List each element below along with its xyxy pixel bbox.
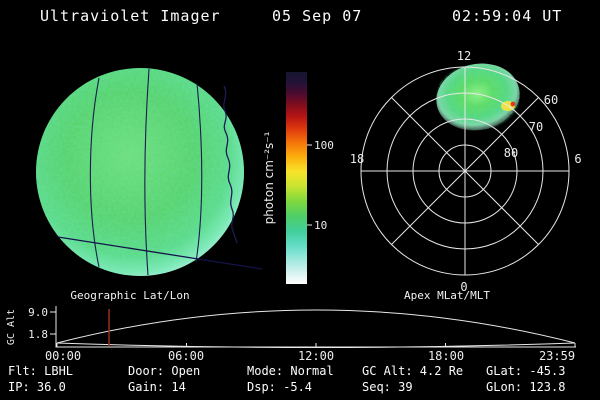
colorbar-gradient: [286, 72, 307, 284]
terminator-line: [57, 236, 263, 270]
polar-caption: Apex MLat/MLT: [404, 289, 490, 302]
disk-caption: Geographic Lat/Lon: [70, 289, 189, 302]
gcalt-ylabel: GC Alt: [6, 309, 17, 345]
bright-spot-red: [510, 101, 516, 107]
app-title: Ultraviolet Imager: [40, 7, 221, 25]
auroral-blob: [436, 63, 520, 131]
polar-grid: [360, 66, 570, 276]
ytick-label-9: 9.0: [28, 306, 48, 319]
xticks: [56, 343, 576, 347]
xtick-label-0000: 00:00: [45, 349, 81, 363]
status-gain: Gain: 14: [128, 380, 186, 394]
colorbar-tick-label-100: 100: [314, 139, 334, 152]
polar-panel: 12 18 6 0 60 70 80: [350, 49, 582, 294]
xtick-label-1800: 18:00: [428, 349, 464, 363]
xtick-label-0600: 06:00: [168, 349, 204, 363]
geographic-grid-lines: [89, 68, 203, 276]
status-ip: IP: 36.0: [8, 380, 66, 394]
colorbar-tick-label-10: 10: [314, 219, 327, 232]
meridian-line: [89, 77, 100, 268]
mlat-label-70: 70: [529, 120, 543, 134]
meridian-line: [144, 68, 150, 276]
status-gcalt: GC Alt: 4.2 Re: [362, 364, 464, 378]
xtick-label-2359: 23:59: [539, 349, 575, 363]
header-date: 05 Sep 07: [272, 7, 363, 25]
meridian-line: [195, 82, 203, 263]
uv-earth-disk: [36, 68, 244, 276]
coastline: [223, 85, 238, 244]
status-flt: Flt: LBHL: [8, 364, 74, 378]
status-glat: GLat: -45.3: [486, 364, 566, 378]
status-door: Door: Open: [128, 364, 201, 378]
mlt-label-0: 0: [460, 280, 467, 294]
ytick-label-1.8: 1.8: [28, 328, 48, 341]
status-glon: GLon: 123.8: [486, 380, 566, 394]
mlat-label-60: 60: [544, 93, 558, 107]
gcalt-panel: GC Alt 9.0 1.8 00:00 06:00 12:00 18:00 2…: [6, 306, 576, 363]
status-seq: Seq: 39: [362, 380, 413, 394]
colorbar-units-label: photon cm⁻²s⁻¹: [262, 131, 276, 224]
colorbar: 100 10 photon cm⁻²s⁻¹: [262, 72, 334, 284]
spoke-diagonal: [391, 97, 539, 245]
mlat-label-80: 80: [504, 146, 518, 160]
uv-disk-panel: [36, 68, 263, 276]
mlt-label-6: 6: [574, 152, 581, 166]
xtick-label-1200: 12:00: [298, 349, 334, 363]
status-mode: Mode: Normal: [247, 364, 334, 378]
status-dsp: Dsp: -5.4: [247, 380, 313, 394]
header-time: 02:59:04 UT: [452, 7, 563, 25]
gcalt-curve-bottom: [56, 342, 576, 348]
mlt-label-18: 18: [350, 152, 364, 166]
mlt-label-12: 12: [457, 49, 471, 63]
gcalt-curve-top: [56, 309, 576, 344]
